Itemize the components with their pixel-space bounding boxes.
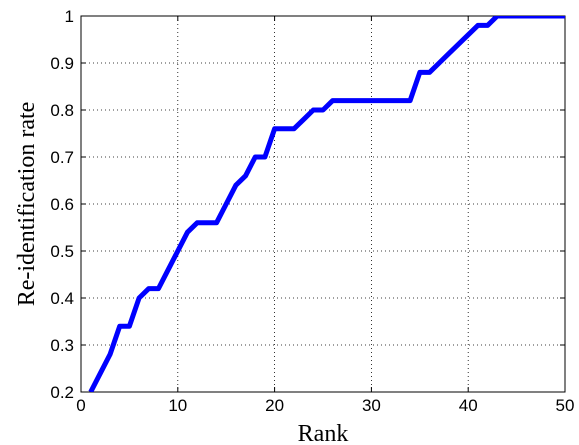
x-tick-label: 20 [265, 396, 284, 415]
x-tick-label: 40 [459, 396, 478, 415]
y-tick-labels: 0.2 0.3 0.4 0.5 0.6 0.7 0.8 0.9 1 [50, 7, 74, 402]
x-axis-label: Rank [298, 421, 349, 445]
x-tick-label: 10 [168, 396, 187, 415]
grid-lines [81, 16, 565, 392]
series-line [88, 16, 565, 392]
x-tick-label: 0 [76, 396, 85, 415]
x-tick-labels: 0 10 20 30 40 50 [76, 396, 574, 415]
y-axis-label: Re-identification rate [14, 102, 40, 307]
y-tick-label: 0.2 [50, 383, 74, 402]
y-tick-label: 0.3 [50, 336, 74, 355]
y-tick-label: 0.7 [50, 148, 74, 167]
y-tick-label: 0.5 [50, 242, 74, 261]
y-tick-label: 1 [65, 7, 74, 26]
y-tick-label: 0.8 [50, 101, 74, 120]
y-tick-label: 0.9 [50, 54, 74, 73]
y-tick-label: 0.4 [50, 289, 74, 308]
tick-marks [80, 15, 566, 393]
y-tick-label: 0.6 [50, 195, 74, 214]
x-tick-label: 50 [556, 396, 575, 415]
series-layer [88, 16, 565, 392]
x-tick-label: 30 [362, 396, 381, 415]
